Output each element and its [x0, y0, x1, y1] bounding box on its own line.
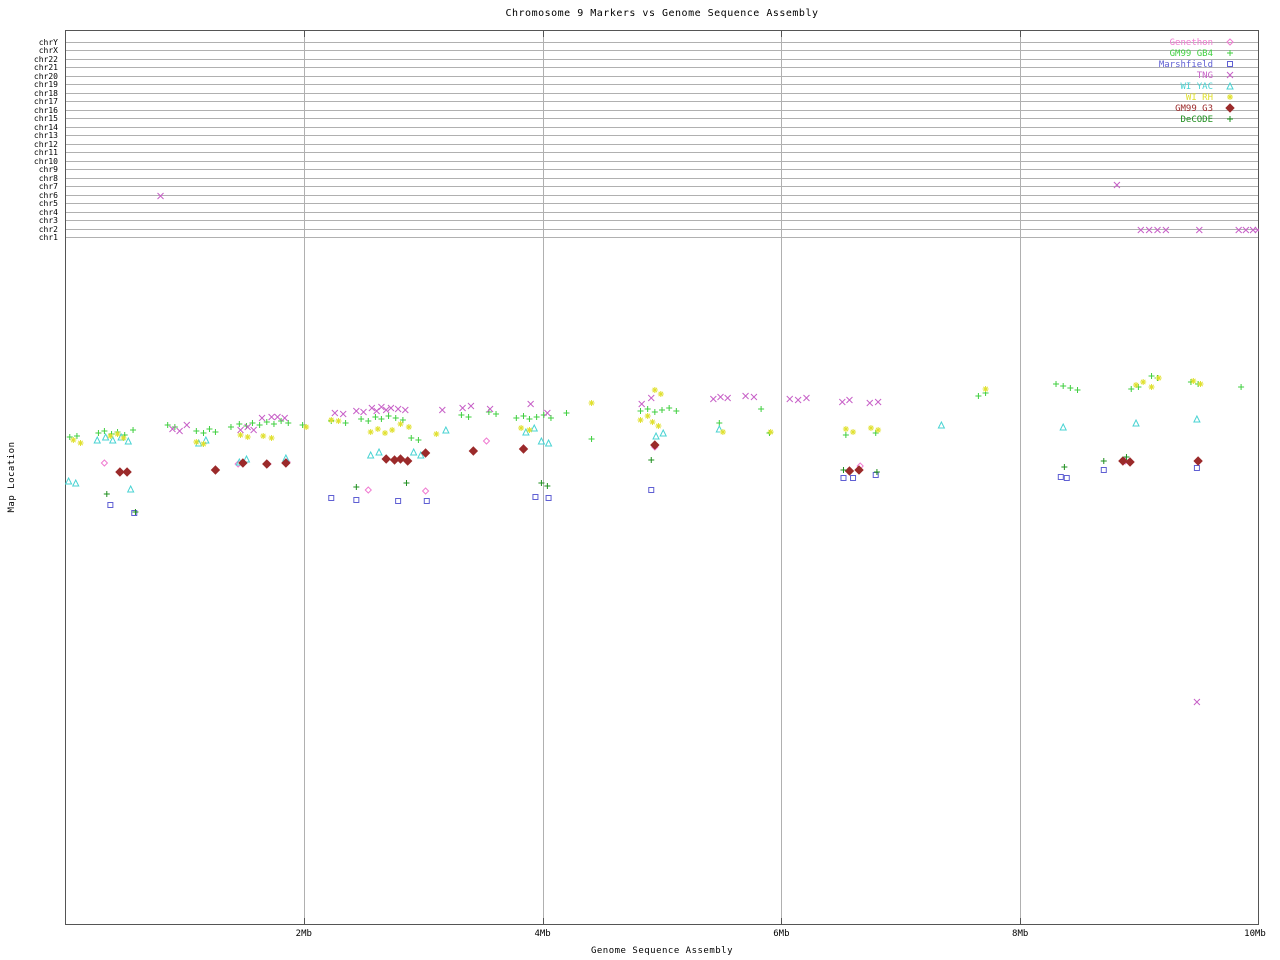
- chart-title: Chromosome 9 Markers vs Genome Sequence …: [505, 8, 819, 19]
- y-tick-label-chrX: chrX: [38, 46, 58, 55]
- y-tick-label-chr2: chr2: [38, 225, 58, 234]
- series-tng-points: [157, 181, 1259, 706]
- x-tick-label-2Mb: 2Mb: [295, 929, 312, 939]
- legend-entry-gm99-g3: GM99 G3: [1175, 103, 1235, 114]
- decode-marker-icon: [1227, 116, 1233, 122]
- x-axis-label: Genome Sequence Assembly: [590, 946, 734, 956]
- legend-label: GM99 GB4: [1170, 49, 1213, 59]
- x-axis-ticks: [304, 31, 1259, 924]
- legend-entry-tng: TNG: [1197, 71, 1234, 81]
- legend-entry-wi-yac: WI YAC: [1180, 81, 1234, 92]
- y-tick-label-chrY: chrY: [38, 38, 58, 47]
- genethon-marker-icon: [1226, 38, 1234, 46]
- legend-label: DeCODE: [1180, 115, 1213, 125]
- y-tick-label-chr4: chr4: [38, 208, 58, 217]
- marshfield-marker-icon: [1227, 61, 1233, 67]
- tng-marker-icon: [1226, 71, 1234, 79]
- y-tick-label-chr16: chr16: [33, 106, 58, 115]
- legend-label: Genethon: [1170, 38, 1213, 48]
- y-tick-label-chr22: chr22: [33, 55, 58, 64]
- legend-entry-decode: DeCODE: [1180, 115, 1233, 125]
- y-tick-label-chr14: chr14: [33, 123, 58, 132]
- x-tick-label-6Mb: 6Mb: [773, 929, 790, 939]
- series-marshfield-points: [107, 465, 1200, 516]
- legend-entry-genethon: Genethon: [1170, 38, 1234, 48]
- plot-border: [65, 30, 1259, 925]
- y-tick-label-chr17: chr17: [33, 97, 58, 106]
- y-tick-label-chr5: chr5: [38, 199, 58, 208]
- y-tick-label-chr7: chr7: [38, 182, 58, 191]
- gridlines: [65, 30, 1259, 925]
- wi-yac-marker-icon: [1226, 81, 1234, 90]
- y-tick-label-chr3: chr3: [38, 216, 58, 225]
- y-axis-tick-labels: chrY chrX chr22 chr21 chr20 chr19 chr18 chr17 ch…: [0, 0, 61, 960]
- y-tick-label-chr18: chr18: [33, 89, 58, 98]
- y-tick-label-chr9: chr9: [38, 165, 58, 174]
- x-tick-label-10Mb: 10Mb: [1244, 929, 1266, 939]
- legend-label: GM99 G3: [1175, 104, 1213, 114]
- x-tick-label-8Mb: 8Mb: [1012, 929, 1029, 939]
- y-tick-label-chr19: chr19: [33, 80, 58, 89]
- legend-entry-gm99-gb4: GM99 GB4: [1170, 49, 1233, 59]
- y-tick-label-chr20: chr20: [33, 72, 58, 81]
- legend-label: TNG: [1197, 71, 1213, 81]
- y-tick-label-chr21: chr21: [33, 63, 58, 72]
- legend-entry-marshfield: Marshfield: [1159, 60, 1233, 70]
- series-gm99-g3-points: [115, 440, 1203, 477]
- y-tick-label-chr12: chr12: [33, 140, 58, 149]
- gm99-g3-marker-icon: [1225, 103, 1235, 113]
- y-tick-label-chr6: chr6: [38, 191, 58, 200]
- y-tick-label-chr13: chr13: [33, 131, 58, 140]
- y-tick-label-chr1: chr1: [38, 233, 58, 242]
- legend-label: WI YAC: [1180, 82, 1213, 92]
- series-decode-points: [103, 454, 1130, 515]
- legend-entry-wi-rh: WI RH: [1186, 93, 1233, 103]
- y-tick-label-chr11: chr11: [33, 148, 58, 157]
- y-tick-label-chr10: chr10: [33, 157, 58, 166]
- gm99-gb4-marker-icon: [1227, 50, 1233, 56]
- series-wi-rh-points: [70, 375, 1204, 447]
- series-wi-yac-points: [65, 414, 1201, 493]
- legend-label: WI RH: [1186, 93, 1213, 103]
- y-tick-label-chr15: chr15: [33, 114, 58, 123]
- wi-rh-marker-icon: [1227, 94, 1233, 100]
- plot-area: Genethon GM99 GB4 Marshfield TNG WI YAC WI RH…: [65, 30, 1259, 925]
- x-tick-label-4Mb: 4Mb: [534, 929, 551, 939]
- legend-label: Marshfield: [1159, 60, 1213, 70]
- y-tick-label-chr8: chr8: [38, 174, 58, 183]
